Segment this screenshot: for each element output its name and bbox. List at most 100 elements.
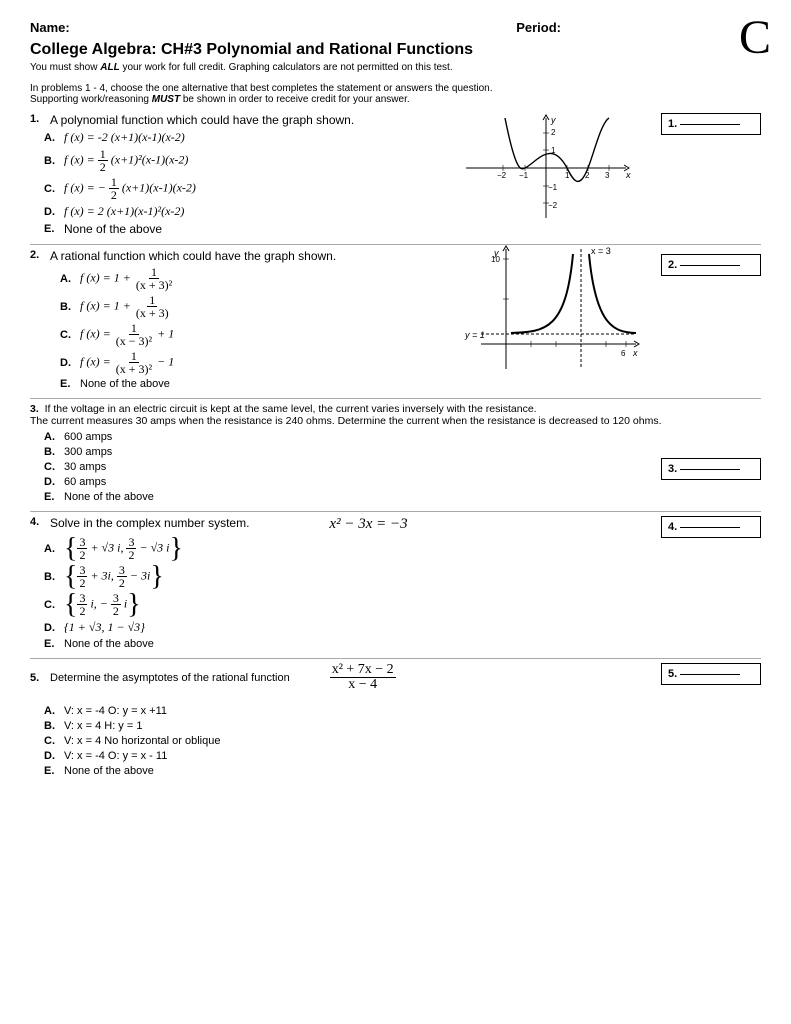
subtitle-pre: You must show [30,62,100,73]
q2-graph: y x 10 x = 3 y = 1 6 [461,244,641,374]
q4-equation: x² − 3x = −3 [329,516,407,533]
svg-text:2: 2 [551,128,556,137]
q3-answer-box[interactable]: 3. [661,458,761,480]
q5-E: None of the above [64,765,154,777]
form-version-letter: C [739,10,771,65]
q3-D-label: D. [44,476,64,488]
subtitle: You must show ALL your work for full cre… [30,62,761,73]
svg-text:3: 3 [605,171,610,180]
q1-E-label: E. [44,223,64,235]
q3-C-label: C. [44,461,64,473]
q1-B: f (x) = 12 (x+1)²(x-1)(x-2) [64,148,188,173]
header-row: Name: Period: [30,20,761,35]
q1-ans-label: 1. [668,118,677,130]
q4-A-label: A. [44,543,64,555]
q2-E: None of the above [80,378,170,390]
q1-E: None of the above [64,222,162,236]
subtitle-post: your work for full credit. Graphing calc… [120,62,453,73]
svg-text:−2: −2 [497,171,507,180]
q1-A: f (x) = -2 (x+1)(x-1)(x-2) [64,130,185,145]
q2-ans-label: 2. [668,259,677,271]
svg-text:−1: −1 [519,171,529,180]
q2-C-label: C. [60,329,80,341]
q3-text2: The current measures 30 amps when the re… [30,415,662,427]
q3-E-label: E. [44,491,64,503]
q2-B-label: B. [60,301,80,313]
subtitle-bold: ALL [100,62,119,73]
instr2-bold: MUST [152,94,180,105]
q2-C: f (x) = 1(x − 3)² + 1 [80,322,174,347]
q5-B: V: x = 4 H: y = 1 [64,720,142,732]
q4-B: {32 + 3i, 32 − 3i} [64,564,164,589]
q3-text1: If the voltage in an electric circuit is… [45,403,537,415]
q2-B: f (x) = 1 + 1(x + 3) [80,294,171,319]
q1-C-label: C. [44,183,64,195]
q3-num: 3. [30,403,39,415]
q1-num: 1. [30,113,44,125]
question-2: 2. A rational function which could have … [30,249,761,390]
q4-E: None of the above [64,638,154,650]
page-title: College Algebra: CH#3 Polynomial and Rat… [30,41,761,59]
svg-text:−1: −1 [548,183,558,192]
q3-text: 3. If the voltage in an electric circuit… [30,403,761,427]
q1-B-label: B. [44,155,64,167]
instr-line2: Supporting work/reasoning MUST be shown … [30,94,761,105]
q1-D: f (x) = 2 (x+1)(x-1)²(x-2) [64,204,184,219]
q3-B: 300 amps [64,446,112,458]
q5-C-label: C. [44,735,64,747]
q3-D: 60 amps [64,476,106,488]
q4-text: Solve in the complex number system. [50,516,249,530]
instr2-post: be shown in order to receive credit for … [180,94,410,105]
q5-D-label: D. [44,750,64,762]
name-label: Name: [30,20,70,35]
q4-E-label: E. [44,638,64,650]
q5-text: Determine the asymptotes of the rational… [50,672,290,684]
q1-graph: y x 2 1 −1 −2 −2 −1 1 2 3 [461,113,631,223]
q4-B-label: B. [44,571,64,583]
q2-E-label: E. [60,378,80,390]
q1-D-label: D. [44,206,64,218]
svg-text:−2: −2 [548,201,558,210]
question-1: 1. A polynomial function which could hav… [30,113,761,236]
svg-text:6: 6 [621,349,626,358]
question-4: 4. Solve in the complex number system. x… [30,516,761,650]
q2-answer-box[interactable]: 2. [661,254,761,276]
q3-A: 600 amps [64,431,112,443]
q4-D: {1 + √3, 1 − √3} [64,620,145,635]
q3-E: None of the above [64,491,154,503]
svg-text:x = 3: x = 3 [591,246,611,256]
instr2-pre: Supporting work/reasoning [30,94,152,105]
q4-A: {32 + √3 i, 32 − √3 i} [64,536,183,561]
instr-line1: In problems 1 - 4, choose the one altern… [30,83,761,94]
svg-text:x: x [625,170,631,180]
q4-num: 4. [30,516,44,528]
q5-equation: x² + 7x − 2x − 4 [330,663,396,692]
q5-C: V: x = 4 No horizontal or oblique [64,735,220,747]
q2-num: 2. [30,249,44,261]
q1-C: f (x) = − 12 (x+1)(x-1)(x-2) [64,176,196,201]
q2-A-label: A. [60,273,80,285]
q5-D: V: x = -4 O: y = x - 11 [64,750,167,762]
period-label: Period: [516,20,561,35]
svg-text:y = 1: y = 1 [464,330,485,340]
q2-text: A rational function which could have the… [50,249,336,263]
q5-answer-box[interactable]: 5. [661,663,761,685]
q5-ans-label: 5. [668,668,677,680]
q3-A-label: A. [44,431,64,443]
q5-A-label: A. [44,705,64,717]
instructions: In problems 1 - 4, choose the one altern… [30,83,761,105]
q2-D-label: D. [60,357,80,369]
q3-B-label: B. [44,446,64,458]
q3-C: 30 amps [64,461,106,473]
q2-D: f (x) = 1(x + 3)² − 1 [80,350,174,375]
question-5: 5. Determine the asymptotes of the ratio… [30,663,761,777]
q1-text: A polynomial function which could have t… [50,113,354,127]
q3-ans-label: 3. [668,463,677,475]
q5-E-label: E. [44,765,64,777]
q4-C: {32 i, − 32 i} [64,592,141,617]
svg-text:10: 10 [491,255,500,264]
question-3: 3. If the voltage in an electric circuit… [30,403,761,503]
q1-A-label: A. [44,132,64,144]
q4-answer-box[interactable]: 4. [661,516,761,538]
q1-answer-box[interactable]: 1. [661,113,761,135]
